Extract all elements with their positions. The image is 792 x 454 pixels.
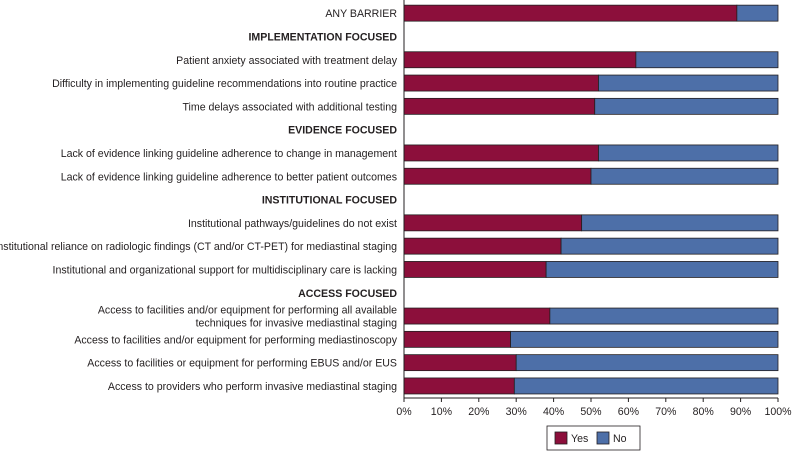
- bar-yes-3: [403, 97, 596, 115]
- bar-no-4: [598, 144, 779, 162]
- chart-rows: ANY BARRIER IMPLEMENTATION FOCUSED Patient…: [0, 4, 779, 395]
- bar-yes-7: [403, 237, 562, 255]
- bar-yes-5: [403, 167, 592, 185]
- category-label: Access to facilities and/or equipment fo…: [74, 334, 397, 346]
- x-tick-label: 70%: [655, 406, 677, 418]
- x-tick-label: 0%: [396, 406, 412, 418]
- bar-yes-1: [403, 51, 637, 69]
- bar-yes-2: [403, 74, 599, 92]
- bar-no-9: [549, 307, 779, 325]
- category-label: Access to facilities and/or equipment fo…: [98, 305, 397, 317]
- category-label: Institutional reliance on radiologic fin…: [0, 241, 397, 253]
- bar-no-5: [590, 167, 779, 185]
- x-tick-label: 90%: [730, 406, 752, 418]
- section-label-implementation-focused: IMPLEMENTATION FOCUSED: [248, 31, 397, 43]
- category-label: Difficulty in implementing guideline rec…: [52, 78, 397, 90]
- section-label-access-focused: ACCESS FOCUSED: [298, 288, 397, 300]
- bar-no-11: [515, 354, 779, 372]
- legend-swatch-yes: [554, 431, 568, 445]
- section-label-evidence-focused: EVIDENCE FOCUSED: [288, 125, 397, 137]
- bar-no-0: [736, 4, 779, 22]
- category-label: techniques for invasive mediastinal stag…: [196, 318, 398, 330]
- bar-no-8: [545, 261, 779, 278]
- x-tick-label: 100%: [764, 406, 792, 418]
- legend: Yes No: [546, 425, 641, 451]
- category-label: Access to facilities or equipment for pe…: [87, 358, 397, 370]
- bar-no-12: [513, 377, 779, 395]
- bar-yes-12: [403, 377, 515, 395]
- category-label: Patient anxiety associated with treatmen…: [176, 55, 398, 67]
- category-label: Lack of evidence linking guideline adher…: [61, 171, 397, 183]
- legend-label-no: No: [613, 433, 627, 445]
- bar-no-2: [598, 74, 779, 92]
- bar-no-1: [635, 51, 779, 69]
- bar-yes-4: [403, 144, 599, 162]
- category-label: Lack of evidence linking guideline adher…: [61, 148, 397, 160]
- category-label: Institutional pathways/guidelines do not…: [188, 218, 397, 230]
- x-tick-label: 20%: [468, 406, 490, 418]
- bar-yes-9: [403, 307, 551, 325]
- legend-swatch-no: [596, 431, 610, 445]
- bar-no-3: [594, 97, 779, 115]
- x-tick-label: 50%: [580, 406, 602, 418]
- x-tick-label: 10%: [431, 406, 453, 418]
- x-tick-label: 40%: [543, 406, 565, 418]
- bar-no-7: [560, 237, 779, 255]
- legend-label-yes: Yes: [571, 433, 588, 445]
- section-label-institutional-focused: INSTITUTIONAL FOCUSED: [262, 195, 398, 207]
- x-tick-label: 80%: [693, 406, 715, 418]
- x-tick-label: 60%: [618, 406, 640, 418]
- category-label: Access to providers who perform invasive…: [108, 381, 397, 393]
- x-axis: 0% 10% 20% 30% 40% 50% 60% 70% 80% 90% 100%: [396, 0, 792, 418]
- bar-yes-10: [403, 330, 511, 348]
- category-label: Time delays associated with additional t…: [182, 101, 397, 113]
- bar-yes-8: [403, 261, 547, 278]
- category-label: Institutional and organizational support…: [53, 264, 398, 276]
- bar-no-10: [510, 330, 779, 348]
- bar-yes-11: [403, 354, 517, 372]
- bar-no-6: [581, 214, 779, 232]
- bar-yes-6: [403, 214, 583, 232]
- x-tick-label: 30%: [506, 406, 528, 418]
- category-label: ANY BARRIER: [325, 8, 397, 20]
- bar-yes-0: [403, 4, 738, 22]
